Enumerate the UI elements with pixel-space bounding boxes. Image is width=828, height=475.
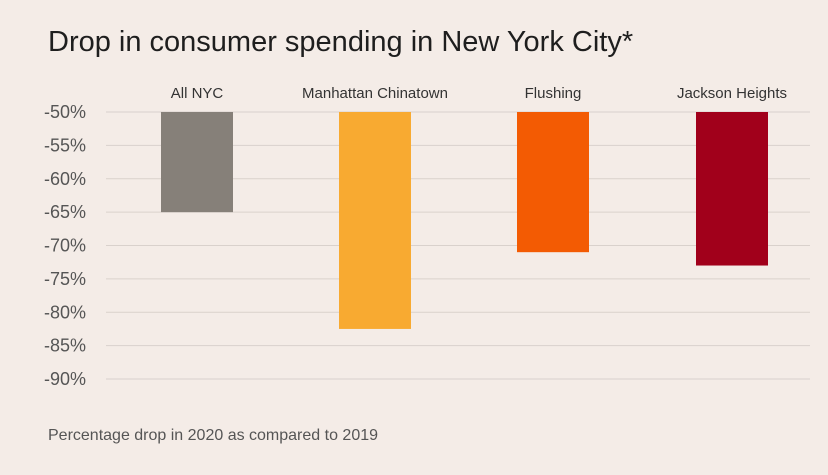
y-tick-label: -70%: [44, 236, 86, 256]
y-tick-label: -90%: [44, 369, 86, 389]
category-label: Manhattan Chinatown: [302, 85, 448, 102]
bar-flushing: [517, 112, 589, 253]
y-tick-label: -80%: [44, 302, 86, 322]
category-label: Jackson Heights: [677, 85, 787, 102]
y-tick-label: -60%: [44, 169, 86, 189]
category-label: All NYC: [171, 85, 224, 102]
y-tick-label: -65%: [44, 202, 86, 222]
bar-chart: -50% -55% -60% -65% -70% -75% -80% -85% -90% All…: [44, 85, 810, 389]
category-labels: All NYC Manhattan Chinatown Flushing Jackso…: [171, 85, 787, 102]
chart-title: Drop in consumer spending in New York Ci…: [48, 26, 634, 58]
y-tick-label: -75%: [44, 269, 86, 289]
y-tick-label: -85%: [44, 336, 86, 356]
y-tick-label: -50%: [44, 102, 86, 122]
category-label: Flushing: [525, 85, 582, 102]
y-tick-label: -55%: [44, 135, 86, 155]
bar-manhattan-chinatown: [339, 112, 411, 329]
y-axis-tick-labels: -50% -55% -60% -65% -70% -75% -80% -85% -90%: [44, 102, 86, 389]
bar-jackson-heights: [696, 112, 768, 266]
bars: [161, 112, 768, 329]
footnote: Percentage drop in 2020 as compared to 2…: [48, 427, 379, 444]
bar-all-nyc: [161, 112, 233, 213]
